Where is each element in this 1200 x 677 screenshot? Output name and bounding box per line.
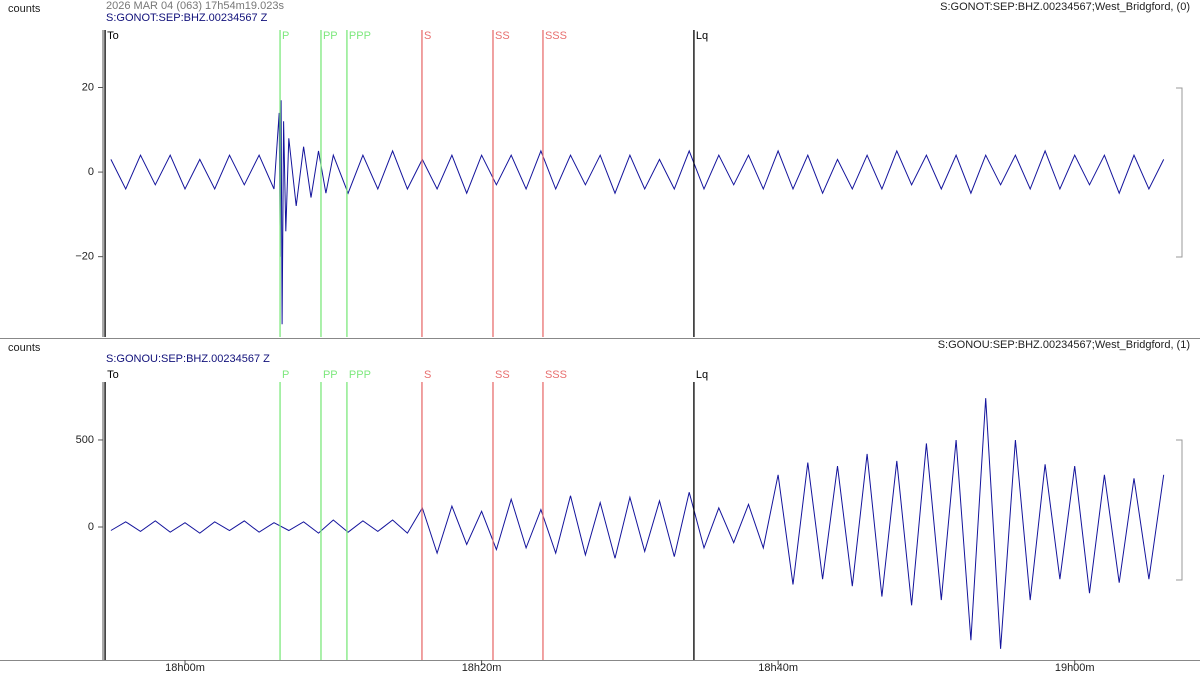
x-tick-label: 19h00m [1055, 662, 1095, 674]
y-tick-label: 500 [76, 434, 94, 446]
phase-label: PP [323, 30, 338, 42]
station-label: S:GONOT:SEP:BHZ.00234567;West_Bridgford,… [940, 1, 1190, 13]
y-tick-label: 20 [82, 81, 94, 93]
phase-label: To [107, 369, 119, 381]
bracket [1176, 439, 1183, 581]
y-tick-label: 0 [88, 166, 94, 178]
phase-label: To [107, 30, 119, 42]
phase-label: S [424, 369, 431, 381]
y-label: counts [8, 342, 41, 354]
y-label: counts [8, 3, 41, 15]
phase-label: S [424, 30, 431, 42]
station-label: S:GONOU:SEP:BHZ.00234567;West_Bridgford,… [938, 339, 1190, 351]
trace-title: S:GONOT:SEP:BHZ.00234567 Z [106, 12, 268, 24]
waveform [110, 398, 1165, 649]
phase-label: SSS [545, 30, 567, 42]
phase-label: PPP [349, 369, 371, 381]
x-tick-label: 18h40m [758, 662, 798, 674]
phase-label: SS [495, 30, 510, 42]
phase-label: Lq [696, 30, 708, 42]
phase-label: SS [495, 369, 510, 381]
phase-label: Lq [696, 369, 708, 381]
phase-label: P [282, 369, 289, 381]
x-tick-label: 18h00m [165, 662, 205, 674]
y-tick-label: −20 [75, 251, 94, 263]
time-label: 2026 MAR 04 (063) 17h54m19.023s [106, 0, 284, 12]
phase-label: PPP [349, 30, 371, 42]
y-tick-label: 0 [88, 521, 94, 533]
phase-label: P [282, 30, 289, 42]
bracket [1176, 87, 1183, 258]
phase-label: SSS [545, 369, 567, 381]
trace-title: S:GONOU:SEP:BHZ.00234567 Z [106, 353, 270, 365]
x-tick-label: 18h20m [462, 662, 502, 674]
phase-label: PP [323, 369, 338, 381]
